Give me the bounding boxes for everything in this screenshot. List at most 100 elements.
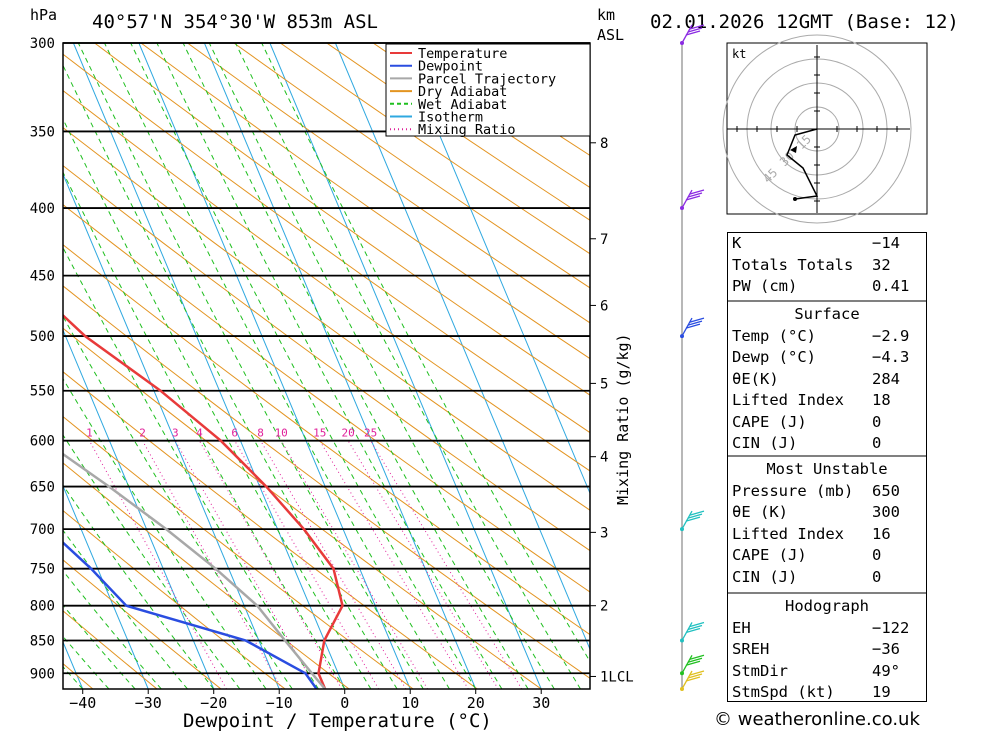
pressure-tick-label: 900 (30, 666, 55, 682)
index-label: Lifted Index (732, 524, 844, 543)
index-label: Totals Totals (732, 255, 854, 274)
isotherm-line (0, 43, 17, 689)
wind-profile (680, 24, 705, 691)
index-row: SREH −36 (727, 639, 927, 660)
wind-barb-flag (685, 627, 701, 634)
index-label: StmDir (732, 661, 788, 680)
mixing-ratio-line (370, 440, 523, 689)
plot-frame (62, 42, 591, 690)
wind-barb-flag (685, 30, 701, 36)
index-section-title: Most Unstable (766, 460, 888, 478)
pressure-tick-label: 750 (30, 562, 55, 578)
index-row: Dewp (°C) −4.3 (727, 347, 927, 368)
index-value: 0 (872, 412, 882, 431)
wind-barb-shaft (681, 189, 693, 209)
dry-adiabat-line (63, 509, 286, 689)
pressure-tick-label: 300 (30, 36, 55, 52)
dewpoint-line (63, 540, 318, 689)
index-value: 0 (872, 434, 882, 452)
wind-barb-flag (685, 516, 701, 522)
km-tick-label: 8 (600, 136, 608, 152)
wind-barb-flag (689, 24, 705, 30)
km-tick-label: 6 (600, 298, 608, 314)
index-value: 32 (872, 255, 891, 274)
isotherm-line (334, 43, 590, 651)
wet-adiabat-line (208, 43, 555, 689)
storm-motion-arrow (790, 146, 797, 153)
index-row: CIN (J) 0 (727, 567, 927, 588)
dry-adiabat-line (280, 43, 590, 255)
index-row: PW (cm) 0.41 (727, 276, 927, 297)
x-tick-label: 30 (532, 694, 550, 712)
index-value: −2.9 (872, 326, 910, 345)
mixing-ratio-line (280, 440, 429, 689)
index-label: Pressure (mb) (732, 481, 854, 500)
mixing-ratio-label: 25 (364, 427, 377, 440)
mixing-ratio-line (347, 440, 499, 689)
mixing-ratio-line (142, 440, 283, 689)
legend-entry-label: Parcel Trajectory (418, 71, 556, 87)
hodograph-trace (786, 128, 819, 200)
dry-adiabat-line (63, 327, 542, 689)
wind-barb-flag (685, 676, 701, 682)
x-tick-label: 10 (401, 694, 419, 712)
index-label: CAPE (J) (732, 546, 807, 564)
index-row: Lifted Index 18 (727, 390, 927, 411)
isotherm-line (63, 328, 215, 689)
wind-barb-flag (685, 660, 701, 666)
index-section-title: Surface (794, 305, 860, 323)
header-km: km (597, 6, 615, 24)
index-row: Lifted Index 16 (727, 524, 927, 545)
wind-barb-flag (689, 670, 705, 676)
index-row: StmSpd (kt) 19 (727, 682, 927, 703)
index-row: StmDir 49° (727, 661, 927, 682)
dry-adiabat-line (63, 53, 590, 434)
index-value: 16 (872, 524, 891, 543)
wind-barb-shaft (681, 510, 693, 530)
legend-entry-label: Dewpoint (418, 59, 483, 75)
index-value: 300 (872, 503, 900, 521)
index-row: CAPE (J) 0 (727, 545, 927, 566)
x-tick-label: −40 (69, 694, 96, 712)
index-row: θE (K) 300 (727, 502, 927, 523)
index-label: CIN (J) (732, 434, 798, 452)
dry-adiabat-line (63, 610, 158, 689)
index-value: −14 (872, 234, 900, 252)
legend-entry-label: Temperature (418, 46, 507, 62)
km-tick-label: 1LCL (600, 669, 634, 685)
index-row: CAPE (J) 0 (727, 412, 927, 433)
pressure-tick-label: 400 (30, 201, 55, 217)
index-value: 284 (872, 369, 900, 388)
index-row: Pressure (mb) 650 (727, 481, 927, 502)
wet-adiabat-line (261, 43, 590, 663)
legend-entry-label: Isotherm (418, 110, 483, 126)
wind-barb-flag (687, 192, 703, 198)
x-tick-label: −30 (135, 694, 162, 712)
dry-adiabat-line (0, 43, 29, 689)
legend-entry-label: Mixing Ratio (418, 122, 516, 138)
legend-entry-label: Dry Adiabat (418, 84, 507, 100)
dry-adiabat-line (63, 559, 222, 689)
wind-barb-shaft (681, 622, 693, 641)
wet-adiabat-line (156, 43, 503, 689)
wind-barb-shaft (681, 24, 693, 44)
km-tick-label: 4 (600, 450, 608, 466)
wet-adiabat-line (63, 64, 398, 689)
mixing-ratio-label: 15 (313, 427, 326, 440)
index-label: EH (732, 618, 751, 637)
index-label: K (732, 234, 742, 252)
wet-adiabat-line (104, 43, 450, 689)
wind-barb-flag (687, 673, 703, 679)
index-label: Temp (°C) (732, 326, 816, 345)
wind-barb-flag (687, 624, 703, 631)
index-row: Temp (°C) −2.9 (727, 326, 927, 347)
pressure-tick-label: 700 (30, 522, 55, 538)
wet-adiabat-line (130, 43, 477, 689)
isotherm-line (63, 172, 280, 689)
pressure-tick-label: 650 (30, 480, 55, 496)
pressure-tick-label: 850 (30, 633, 55, 649)
wind-barb-flag (689, 317, 705, 323)
header-location: 40°57'N 354°30'W 853m ASL (92, 11, 378, 33)
mixing-ratio-label: 4 (196, 427, 203, 440)
index-section-title: Hodograph (785, 597, 869, 615)
